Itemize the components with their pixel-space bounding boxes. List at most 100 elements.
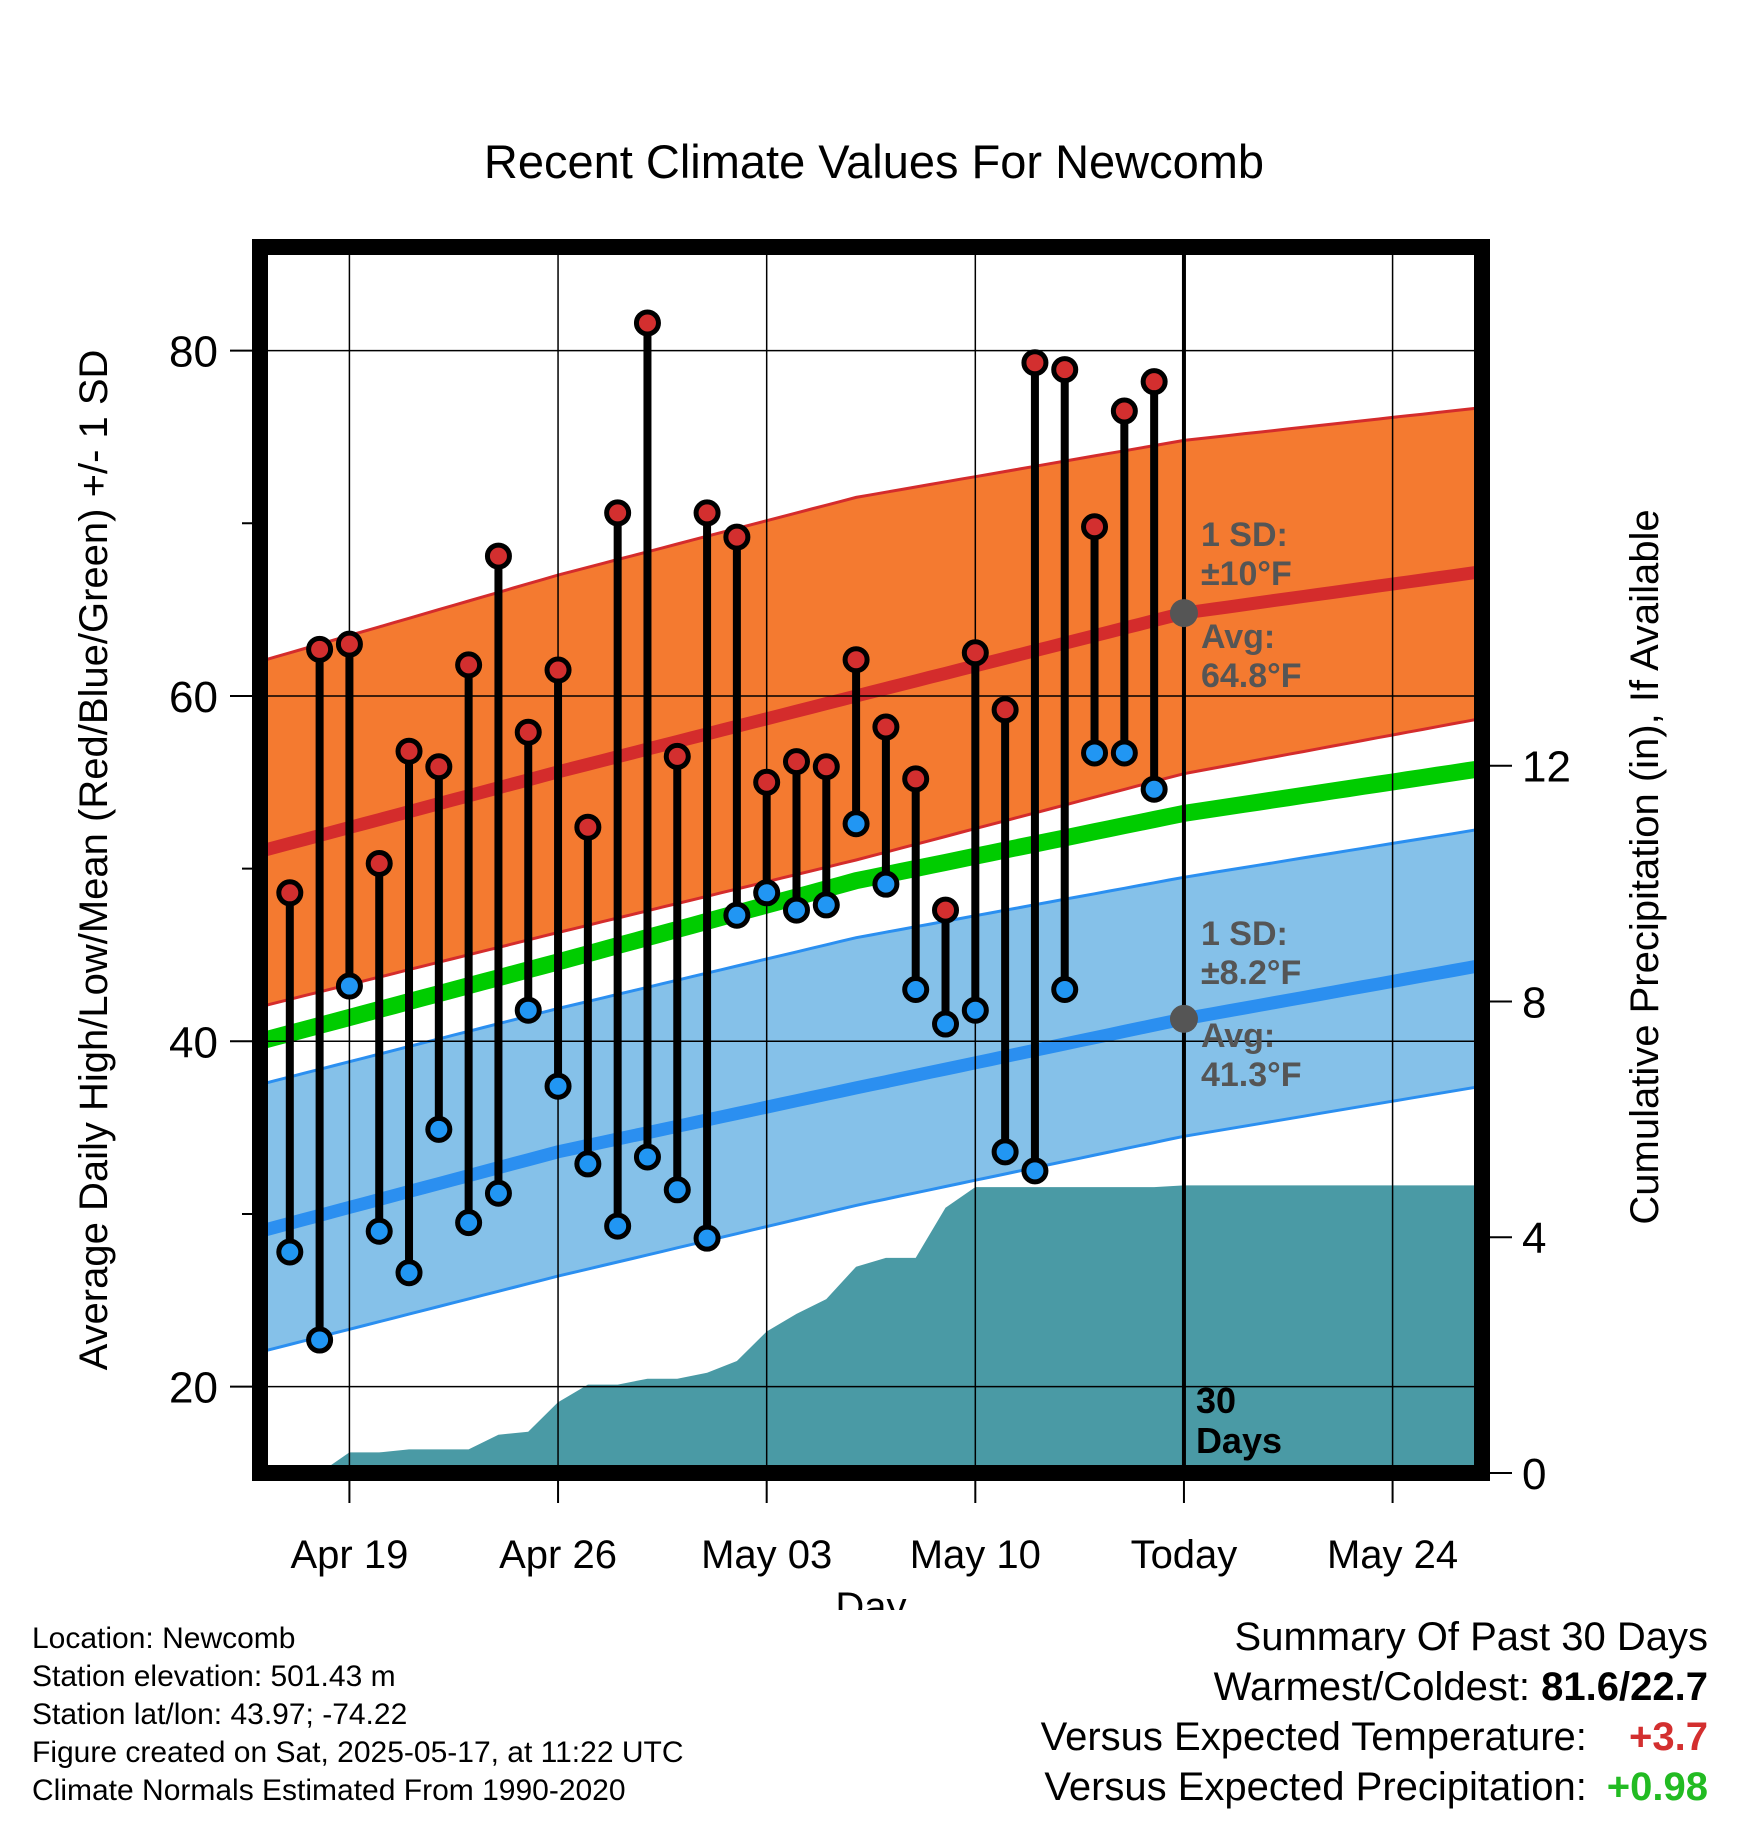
low-sd-label: 1 SD: [1201, 915, 1288, 953]
daily-high-point [782, 748, 810, 776]
daily-low-point [544, 1072, 572, 1100]
window-label-number: 30 [1196, 1380, 1236, 1421]
today-high-avg-marker [1169, 599, 1198, 628]
y-tick-label-right: 12 [1522, 743, 1571, 792]
daily-low-point [961, 996, 989, 1024]
high-band-upper-edge [260, 406, 1482, 663]
daily-low-point [574, 1150, 602, 1178]
daily-high-point [395, 737, 423, 765]
climate-chart: Recent Climate Values For Newcomb 1 SD:±… [72, 135, 1667, 1610]
temp-anomaly-value: +3.7 [1629, 1715, 1708, 1759]
daily-low-point [335, 972, 363, 1000]
daily-low-point [425, 1115, 453, 1143]
daily-low-point [395, 1259, 423, 1287]
daily-high-point [842, 646, 870, 674]
daily-low-point [1051, 976, 1079, 1004]
daily-low-point [455, 1209, 483, 1237]
daily-high-point [604, 499, 632, 527]
daily-low-point [693, 1224, 721, 1252]
low-avg-label: Avg: [1201, 1017, 1275, 1055]
warmest-coldest-label: Warmest/Coldest: [1213, 1665, 1531, 1709]
low-avg-line [260, 958, 1482, 1238]
daily-high-point [872, 713, 900, 741]
x-axis-label: Day [835, 1585, 906, 1610]
low-band-lower-edge [260, 1084, 1482, 1354]
chart-title: Recent Climate Values For Newcomb [484, 135, 1264, 188]
plot-inner [260, 247, 1482, 1473]
daily-high-point [1021, 349, 1049, 377]
daily-low-point [1110, 739, 1138, 767]
y-axis-label-left: Average Daily High/Low/Mean (Red/Blue/Gr… [72, 350, 116, 1371]
daily-low-point [753, 879, 781, 907]
daily-high-point [484, 542, 512, 570]
precip-area [260, 1185, 1482, 1473]
created-text: Figure created on Sat, 2025-05-17, at 11… [32, 1736, 684, 1769]
high-sd-band [260, 407, 1482, 1007]
high-band-lower-edge [260, 716, 1482, 1009]
daily-low-point [514, 996, 542, 1024]
daily-high-point [1140, 368, 1168, 396]
daily-high-point [455, 651, 483, 679]
daily-low-point [723, 901, 751, 929]
high-avg-value: 64.8°F [1201, 657, 1302, 695]
precip-anomaly-row: Versus Expected Precipitation: +0.98 [1041, 1762, 1708, 1812]
temp-anomaly-row: Versus Expected Temperature: +3.7 [1041, 1712, 1708, 1762]
daily-high-point [991, 696, 1019, 724]
low-band-upper-edge [260, 827, 1482, 1086]
low-sd-value: ±8.2°F [1201, 954, 1301, 992]
daily-low-point [276, 1238, 304, 1266]
mean-avg-line [260, 760, 1482, 1050]
daily-high-point [961, 639, 989, 667]
y-tick-label-right: 8 [1522, 978, 1546, 1027]
daily-low-point [1081, 739, 1109, 767]
daily-high-point [1051, 356, 1079, 384]
y-tick-label-left: 80 [169, 328, 218, 377]
daily-high-point [544, 656, 572, 684]
location-text: Location: Newcomb [32, 1622, 296, 1655]
daily-high-point [1081, 513, 1109, 541]
plot-frame [252, 239, 1490, 1481]
daily-low-point [365, 1217, 393, 1245]
daily-low-point [932, 1010, 960, 1038]
daily-low-point [991, 1138, 1019, 1166]
daily-high-point [276, 879, 304, 907]
daily-low-point [604, 1212, 632, 1240]
daily-high-point [932, 896, 960, 924]
temp-anomaly-label: Versus Expected Temperature: [1040, 1715, 1587, 1759]
daily-high-point [663, 742, 691, 770]
latlon-text: Station lat/lon: 43.97; -74.22 [32, 1698, 408, 1731]
warmest-coldest-row: Warmest/Coldest: 81.6/22.7 [1041, 1662, 1708, 1712]
x-tick-label: May 24 [1327, 1533, 1458, 1577]
station-info: Location: Newcomb Station elevation: 501… [32, 1620, 684, 1810]
daily-low-point [663, 1176, 691, 1204]
daily-low-point [782, 896, 810, 924]
warmest-coldest-value: 81.6/22.7 [1541, 1665, 1708, 1709]
y-tick-label-left: 60 [169, 673, 218, 722]
x-tick-label: Apr 26 [499, 1533, 617, 1577]
daily-high-point [306, 635, 334, 663]
daily-high-point [574, 813, 602, 841]
high-avg-label: Avg: [1201, 618, 1275, 656]
daily-high-point [723, 523, 751, 551]
normals-text: Climate Normals Estimated From 1990-2020 [32, 1774, 626, 1807]
daily-high-point [365, 849, 393, 877]
today-low-avg-marker [1169, 1004, 1198, 1033]
daily-low-point [484, 1179, 512, 1207]
daily-low-point [812, 891, 840, 919]
daily-low-point [1140, 775, 1168, 803]
y-tick-label-left: 20 [169, 1364, 218, 1413]
window-label-days: Days [1196, 1420, 1282, 1461]
y-tick-label-right: 0 [1522, 1450, 1546, 1499]
low-avg-value: 41.3°F [1201, 1056, 1302, 1094]
daily-high-point [693, 499, 721, 527]
high-sd-value: ±10°F [1201, 555, 1292, 593]
daily-low-point [306, 1326, 334, 1354]
y-axis-label-right: Cumulative Precipitation (in), If Availa… [1623, 509, 1667, 1224]
daily-low-point [902, 976, 930, 1004]
high-avg-line [260, 565, 1482, 858]
daily-high-point [753, 768, 781, 796]
precip-anomaly-label: Versus Expected Precipitation: [1044, 1765, 1587, 1809]
daily-low-point [633, 1143, 661, 1171]
precip-anomaly-value: +0.98 [1606, 1765, 1708, 1809]
x-tick-label: Today [1131, 1533, 1238, 1577]
